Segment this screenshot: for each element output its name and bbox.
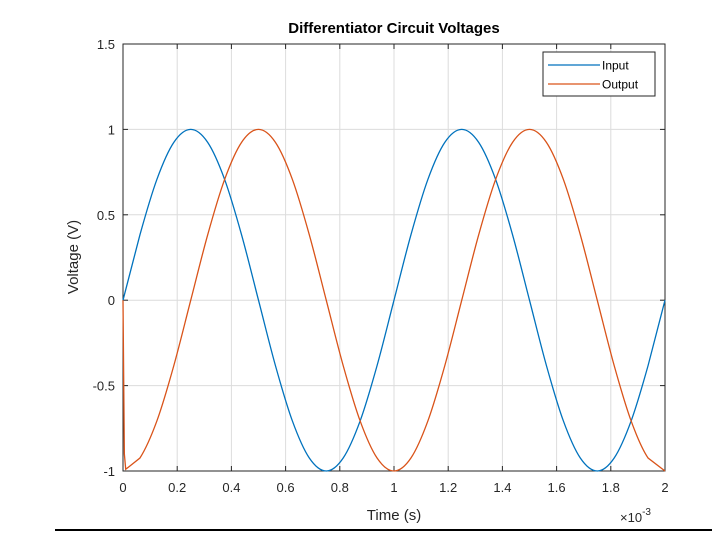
y-tick-label: -0.5 [93,379,115,394]
series-line-output [122,128,666,472]
frame-bottom-border [55,529,712,531]
x-tick-label: 0.8 [331,480,349,495]
series [122,128,666,472]
x-tick-label: 0.6 [277,480,295,495]
x-axis-label: Time (s) [367,507,421,524]
x-axis-exponent-power: -3 [642,507,651,518]
x-tick-label: 1.8 [602,480,620,495]
x-tick-label: 1.2 [439,480,457,495]
ticks: 0 0.2 0.4 0.6 0.8 1 1.2 1.4 1.6 1.8 2 -1 -0.5 0 0.5 1 1.… [93,37,669,495]
x-axis-exponent-base: ×10 [620,510,642,525]
legend-label-output: Output [602,78,639,92]
y-tick-label: 0 [108,293,115,308]
x-tick-label: 1 [390,480,397,495]
x-tick-label: 1.4 [493,480,511,495]
legend: Input Output [542,51,656,97]
x-tick-label: 2 [661,480,668,495]
legend-label-input: Input [602,59,629,73]
y-tick-label: 1 [108,122,115,137]
y-tick-label: 1.5 [97,37,115,52]
chart-title: Differentiator Circuit Voltages [288,20,499,37]
x-tick-label: 0 [119,480,126,495]
legend-box [542,51,656,97]
x-tick-label: 0.2 [168,480,186,495]
y-axis-label: Voltage (V) [65,220,82,294]
x-axis-exponent: ×10-3 [620,507,651,525]
y-tick-label: -1 [103,464,115,479]
y-tick-label: 0.5 [97,208,115,223]
x-tick-label: 0.4 [222,480,240,495]
x-tick-label: 1.6 [548,480,566,495]
